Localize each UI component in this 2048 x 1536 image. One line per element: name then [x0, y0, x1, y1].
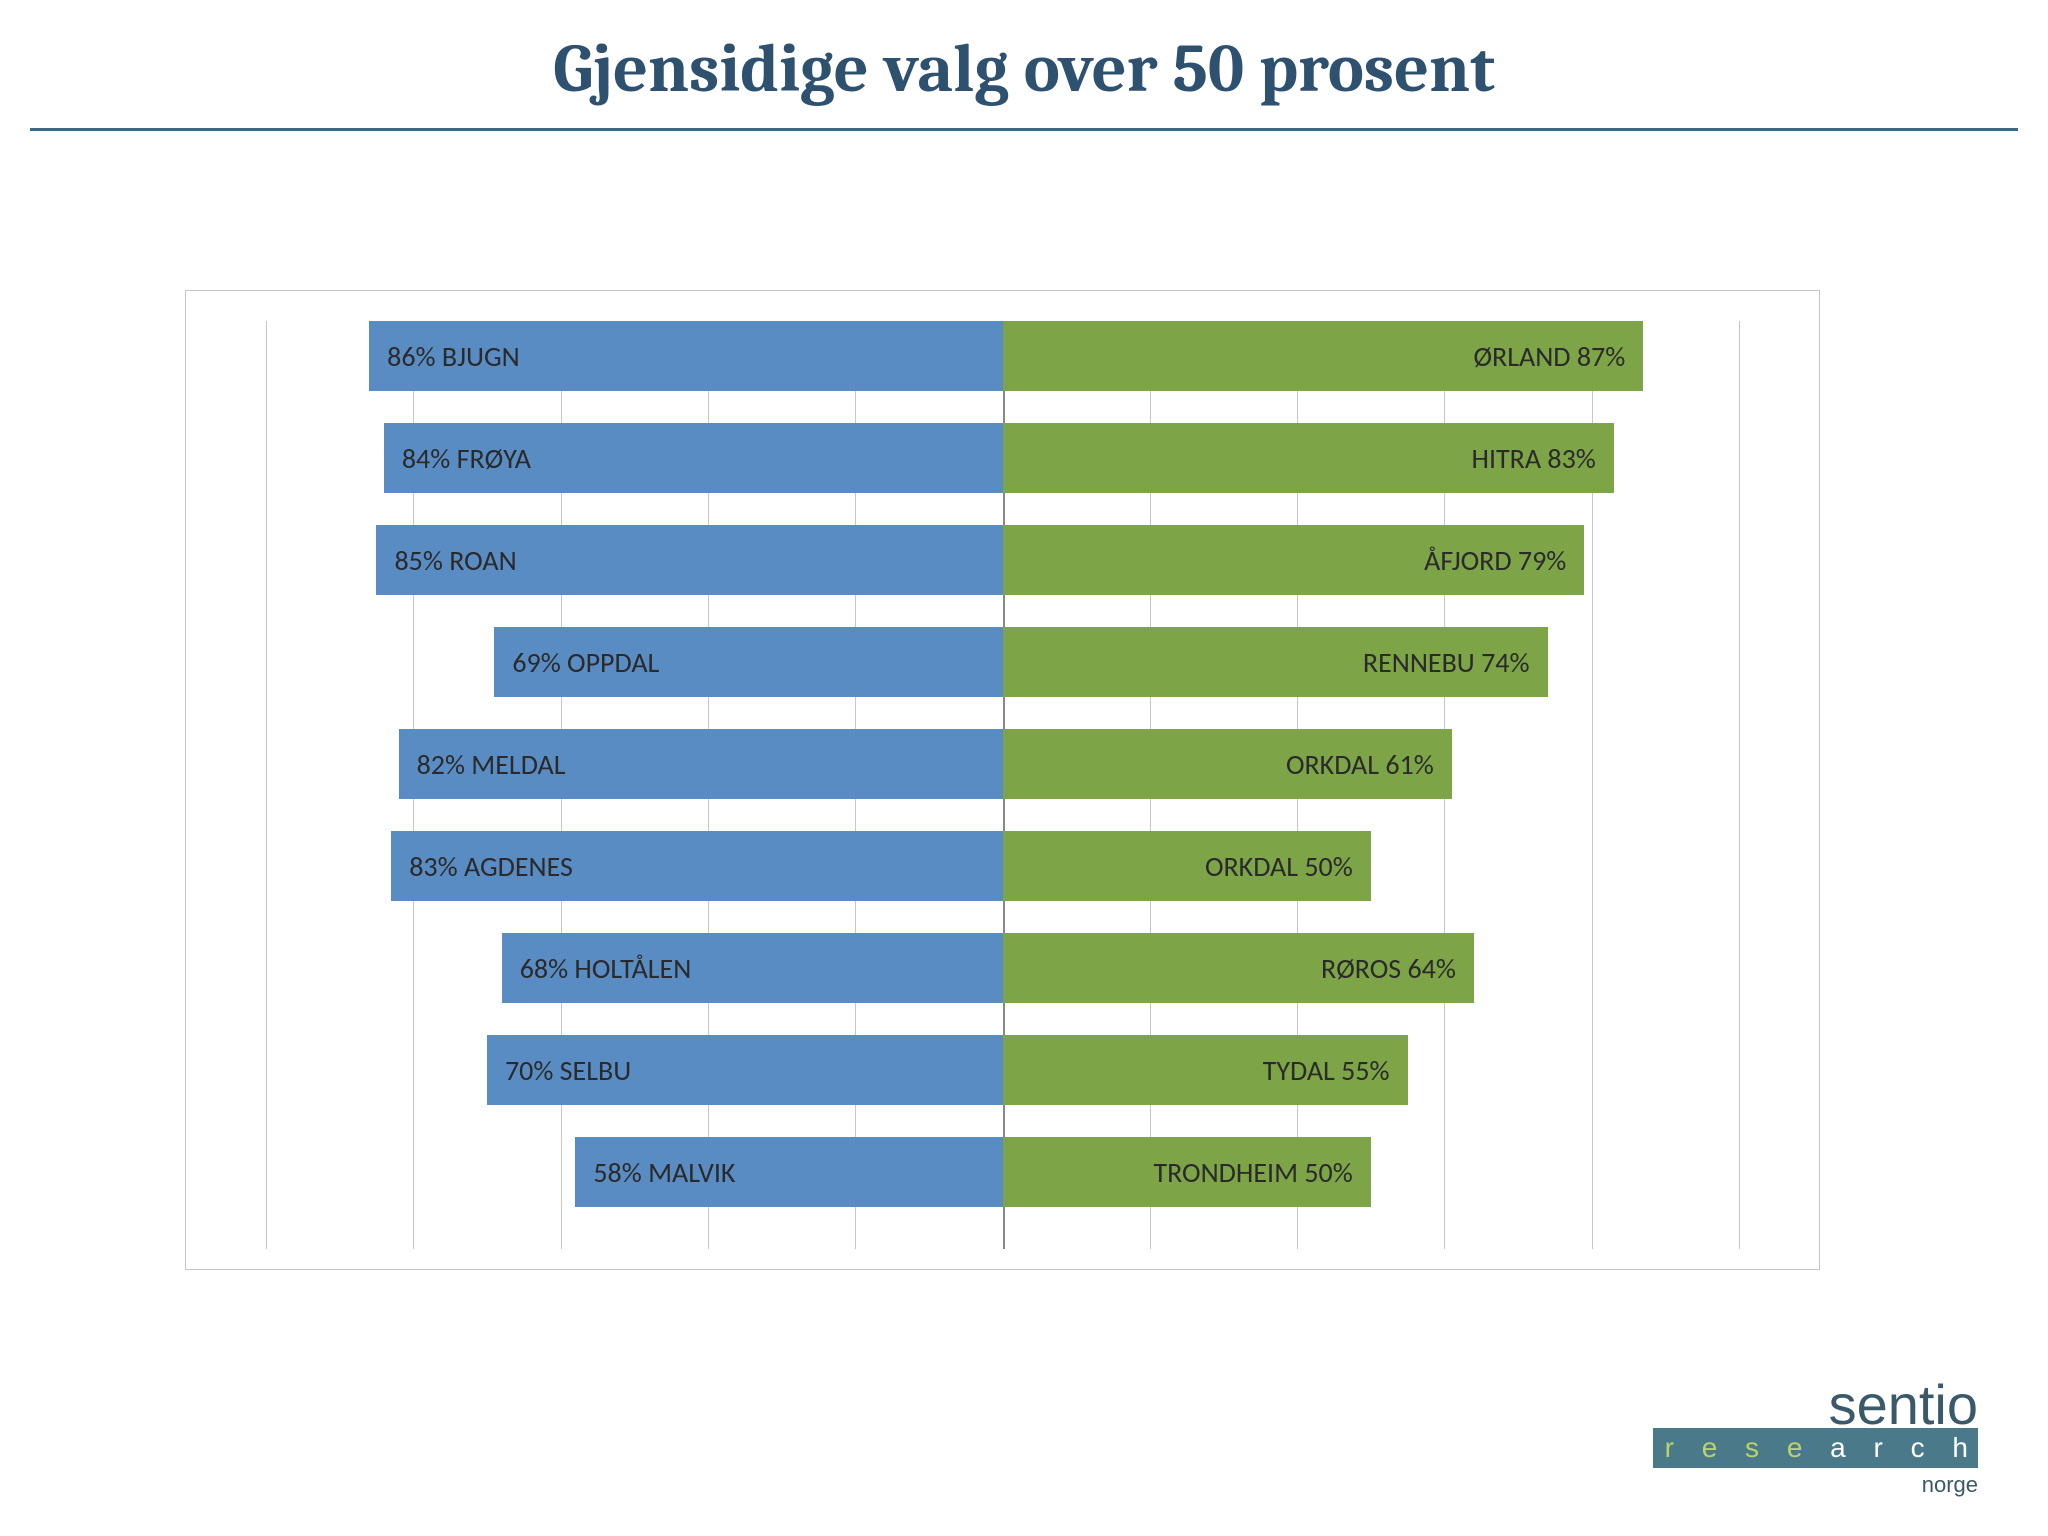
gridline [1739, 321, 1740, 1249]
bar-left-label: 58% MALVIK [593, 1155, 735, 1190]
bar-row: 58% MALVIK TRONDHEIM 50% [266, 1137, 1739, 1207]
bar-left: 85% ROAN [376, 525, 1002, 595]
bar-right-label: TYDAL 55% [1263, 1053, 1390, 1088]
bar-left: 69% OPPDAL [494, 627, 1002, 697]
bar-right: TRONDHEIM 50% [1003, 1137, 1371, 1207]
bar-left-label: 70% SELBU [505, 1053, 631, 1088]
bar-right: ÅFJORD 79% [1003, 525, 1585, 595]
logo-line3: norge [1653, 1474, 1978, 1496]
chart-frame: 86% BJUGN ØRLAND 87% 84% FRØYA HITRA 83% 85%… [185, 290, 1820, 1270]
bar-right: RØROS 64% [1003, 933, 1474, 1003]
logo-line2: r e s e a r c h [1653, 1428, 1978, 1468]
bar-right-label: ÅFJORD 79% [1424, 543, 1566, 578]
bar-left: 68% HOLTÅLEN [502, 933, 1003, 1003]
bar-left-label: 83% AGDENES [409, 849, 573, 884]
bar-row: 86% BJUGN ØRLAND 87% [266, 321, 1739, 391]
logo-line1: sentio [1653, 1385, 1978, 1424]
bar-right-label: ORKDAL 61% [1286, 747, 1434, 782]
bar-left: 83% AGDENES [391, 831, 1002, 901]
bar-right-label: TRONDHEIM 50% [1153, 1155, 1352, 1190]
bar-left: 58% MALVIK [575, 1137, 1002, 1207]
bar-row: 70% SELBU TYDAL 55% [266, 1035, 1739, 1105]
bar-row: 83% AGDENES ORKDAL 50% [266, 831, 1739, 901]
bar-left: 86% BJUGN [369, 321, 1002, 391]
page-title: Gjensidige valg over 50 prosent [0, 30, 2048, 108]
bar-right: ORKDAL 61% [1003, 729, 1452, 799]
bar-right-label: RØROS 64% [1321, 951, 1456, 986]
bar-row: 69% OPPDAL RENNEBU 74% [266, 627, 1739, 697]
bar-right-label: ORKDAL 50% [1205, 849, 1353, 884]
bar-right: RENNEBU 74% [1003, 627, 1548, 697]
bar-right-label: ØRLAND 87% [1473, 339, 1625, 374]
bar-left-label: 69% OPPDAL [512, 645, 659, 680]
bar-right: ORKDAL 50% [1003, 831, 1371, 901]
bar-left-label: 82% MELDAL [417, 747, 566, 782]
bar-left-label: 85% ROAN [394, 543, 516, 578]
bar-right: HITRA 83% [1003, 423, 1614, 493]
bar-right: TYDAL 55% [1003, 1035, 1408, 1105]
bar-left: 82% MELDAL [399, 729, 1003, 799]
bar-row: 84% FRØYA HITRA 83% [266, 423, 1739, 493]
bar-left: 70% SELBU [487, 1035, 1003, 1105]
bar-left-label: 86% BJUGN [387, 339, 520, 374]
bar-left: 84% FRØYA [384, 423, 1003, 493]
bar-row: 85% ROAN ÅFJORD 79% [266, 525, 1739, 595]
bar-left-label: 68% HOLTÅLEN [520, 951, 692, 986]
slide: Gjensidige valg over 50 prosent 86% BJUG… [0, 0, 2048, 1536]
bar-right: ØRLAND 87% [1003, 321, 1644, 391]
plot-area: 86% BJUGN ØRLAND 87% 84% FRØYA HITRA 83% 85%… [266, 321, 1739, 1249]
title-text: Gjensidige valg over 50 prosent [553, 30, 1495, 108]
bar-right-label: RENNEBU 74% [1363, 645, 1530, 680]
brand-logo: sentio r e s e a r c h norge [1653, 1385, 1978, 1496]
bar-row: 82% MELDAL ORKDAL 61% [266, 729, 1739, 799]
bar-row: 68% HOLTÅLEN RØROS 64% [266, 933, 1739, 1003]
title-underline [30, 128, 2018, 131]
bar-right-label: HITRA 83% [1472, 441, 1596, 476]
bar-left-label: 84% FRØYA [402, 441, 531, 476]
